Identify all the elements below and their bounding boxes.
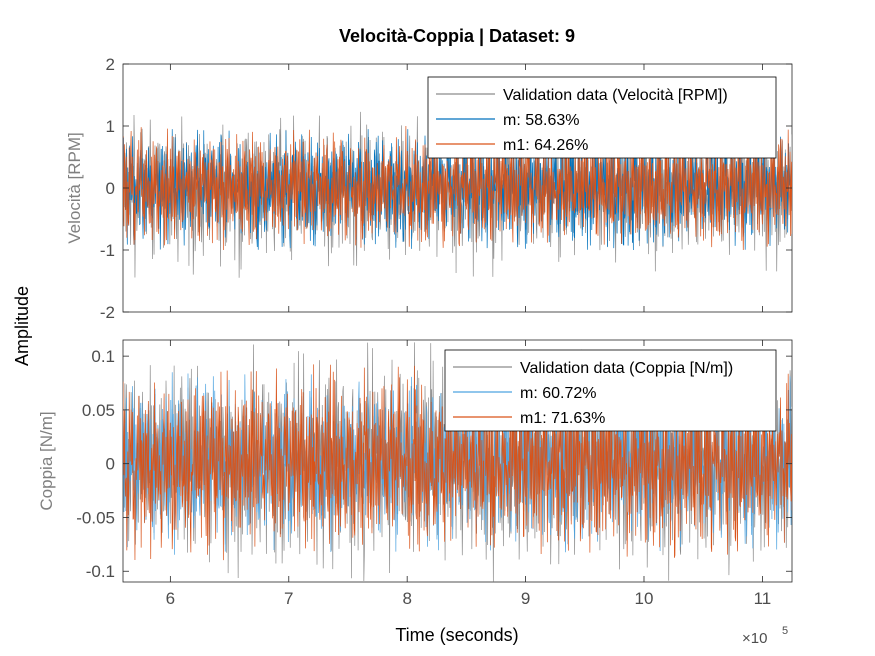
y-tick-label: 0 [106,179,115,198]
y-tick-label: -2 [100,303,115,322]
y-tick-label: 0 [106,455,115,474]
x-tick-label: 10 [635,589,654,608]
x-tick-label: 7 [284,589,293,608]
y-tick-label: 1 [106,117,115,136]
series-line-2 [123,357,792,561]
legend-label: m1: 64.26% [503,137,588,154]
y-tick-label: 2 [106,55,115,74]
series-group [123,110,792,278]
x-tick-label: 11 [754,589,772,608]
y-tick-label: -0.05 [76,508,115,527]
legend-label: m: 60.72% [520,385,596,402]
y-tick-label: 0.05 [82,401,115,420]
y-tick-label: -0.1 [86,562,115,581]
figure-xlabel: Time (seconds) [395,625,518,645]
subplot-ylabel: Coppia [N/m] [37,411,56,510]
legend-label: m: 58.63% [503,112,579,129]
series-group [123,342,792,582]
x-tick-label: 8 [402,589,411,608]
series-line-2 [123,125,792,251]
x-exponent-power: 5 [782,625,788,637]
subplot-velocita: -2 -1 0 1 2 Velocità [RPM] Validation data (Ve… [65,55,793,322]
legend-label: m1: 71.63% [520,410,605,427]
x-tick-label: 6 [166,589,175,608]
legend-label: Validation data (Velocità [RPM]) [503,87,728,104]
y-tick-label: -1 [100,241,115,260]
subplot-ylabel: Velocità [RPM] [65,132,84,244]
legend: Validation data (Coppia [N/m]) m: 60.72% m… [444,349,777,432]
x-tick-label: 9 [521,589,530,608]
subplot-coppia: -0.1 -0.05 0 0.05 0.1 6 7 8 9 10 11 Coppia [N/m] Val… [37,339,793,608]
legend-label: Validation data (Coppia [N/m]) [520,360,733,377]
figure-title: Velocità-Coppia | Dataset: 9 [339,26,575,46]
series-line-1 [123,372,792,555]
x-exponent-base: ×10 [742,630,767,647]
legend: Validation data (Velocità [RPM]) m: 58.63… [427,76,777,159]
figure-ylabel: Amplitude [12,286,32,366]
y-tick-label: 0.1 [91,347,115,366]
